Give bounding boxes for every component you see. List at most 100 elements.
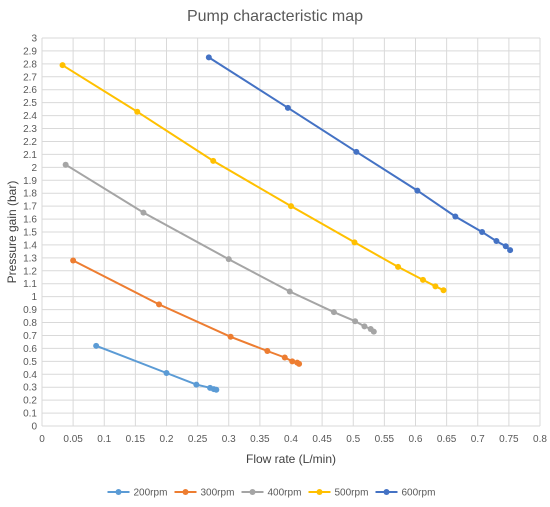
series-500rpm (59, 62, 447, 294)
legend-marker (249, 489, 256, 495)
data-point (507, 247, 514, 254)
data-point (134, 108, 141, 115)
data-point (213, 386, 220, 393)
y-tick-label: 2.2 (23, 137, 37, 148)
x-tick-label: 0.7 (471, 434, 485, 445)
x-tick-label: 0.8 (533, 434, 547, 445)
y-tick-label: 0 (31, 422, 37, 433)
data-point (289, 358, 296, 365)
data-point (225, 256, 232, 263)
x-tick-label: 0.45 (312, 434, 332, 445)
data-point (93, 342, 100, 349)
legend-item: 600rpm (375, 488, 436, 499)
axes: 0 0.1 0.2 0.3 0.4 0.5 0.6 0.7 0.8 0.9 1 1.1 1.2 1.3 1.… (23, 34, 547, 446)
data-point (361, 323, 368, 330)
legend-marker (115, 489, 122, 495)
y-tick-label: 2.9 (23, 46, 37, 57)
y-tick-label: 2 (31, 163, 37, 174)
y-tick-label: 3 (31, 34, 37, 45)
legend-item: 300rpm (174, 488, 234, 499)
data-point (479, 229, 486, 235)
y-tick-label: 2.1 (23, 150, 37, 161)
series-200rpm (93, 342, 220, 393)
series-300rpm (70, 257, 303, 367)
data-point (284, 104, 291, 111)
y-tick-label: 2.3 (23, 124, 37, 135)
data-series (59, 54, 514, 393)
y-tick-label: 1.5 (23, 228, 37, 239)
y-tick-label: 1.8 (23, 189, 37, 200)
legend-marker (383, 489, 390, 495)
y-tick-label: 2.7 (23, 72, 37, 83)
data-point (70, 257, 77, 264)
x-tick-label: 0.75 (499, 434, 519, 445)
series-line (208, 56, 511, 251)
y-tick-label: 1.6 (23, 215, 37, 226)
y-tick-label: 0.9 (23, 305, 37, 316)
legend-label: 500rpm (335, 488, 369, 499)
x-tick-label: 0.25 (188, 434, 208, 445)
series-600rpm (205, 54, 514, 254)
y-tick-label: 2.6 (23, 85, 37, 96)
legend-label: 600rpm (402, 488, 436, 499)
y-tick-label: 1 (31, 292, 37, 303)
data-point (452, 213, 459, 220)
y-tick-label: 0.6 (23, 344, 37, 355)
y-tick-label: 0.1 (23, 409, 37, 420)
data-point (370, 328, 377, 335)
legend-item: 500rpm (308, 488, 369, 499)
x-tick-label: 0.15 (126, 434, 146, 445)
x-tick-label: 0.55 (375, 434, 395, 445)
data-point (419, 276, 426, 283)
data-point (163, 369, 170, 376)
chart-title: Pump characteristic map (187, 8, 363, 25)
data-point (210, 157, 217, 164)
y-axis-title: Pressure gain (bar) (5, 181, 19, 284)
legend-label: 200rpm (134, 488, 168, 499)
x-tick-label: 0.4 (284, 434, 298, 445)
data-point (59, 62, 66, 69)
x-tick-label: 0 (39, 434, 45, 445)
legend-label: 400rpm (268, 488, 302, 499)
x-tick-label: 0.5 (346, 434, 360, 445)
data-point (330, 309, 337, 316)
y-tick-label: 0.3 (23, 383, 37, 394)
y-tick-label: 1.9 (23, 176, 37, 187)
data-point (193, 381, 200, 388)
y-tick-label: 1.2 (23, 266, 37, 277)
legend-marker (316, 489, 323, 495)
series-400rpm (62, 161, 377, 335)
x-tick-label: 0.1 (97, 434, 111, 445)
y-tick-label: 1.4 (23, 240, 37, 251)
y-tick-label: 2.8 (23, 59, 37, 70)
x-tick-label: 0.65 (437, 434, 457, 445)
x-tick-label: 0.2 (160, 434, 174, 445)
data-point (227, 333, 234, 340)
y-tick-label: 0.5 (23, 357, 37, 368)
data-point (352, 318, 359, 325)
data-point (351, 239, 358, 246)
legend-item: 200rpm (107, 488, 168, 499)
data-point (395, 263, 402, 270)
data-point (502, 243, 509, 250)
y-tick-label: 0.2 (23, 396, 37, 407)
data-point (286, 288, 293, 295)
data-point (440, 287, 447, 294)
y-tick-label: 0.8 (23, 318, 37, 329)
y-tick-label: 1.3 (23, 253, 37, 264)
legend-marker (182, 489, 189, 495)
data-point (205, 54, 212, 61)
data-point (156, 301, 163, 308)
y-tick-label: 1.7 (23, 202, 37, 213)
y-tick-label: 0.7 (23, 331, 37, 342)
y-tick-label: 2.4 (23, 111, 37, 122)
data-point (281, 354, 288, 361)
data-point (493, 238, 500, 245)
y-tick-label: 2.5 (23, 98, 37, 109)
data-point (62, 161, 69, 168)
x-tick-label: 0.35 (250, 434, 270, 445)
data-point (264, 347, 271, 354)
x-tick-label: 0.6 (409, 434, 423, 445)
series-line (61, 64, 444, 292)
